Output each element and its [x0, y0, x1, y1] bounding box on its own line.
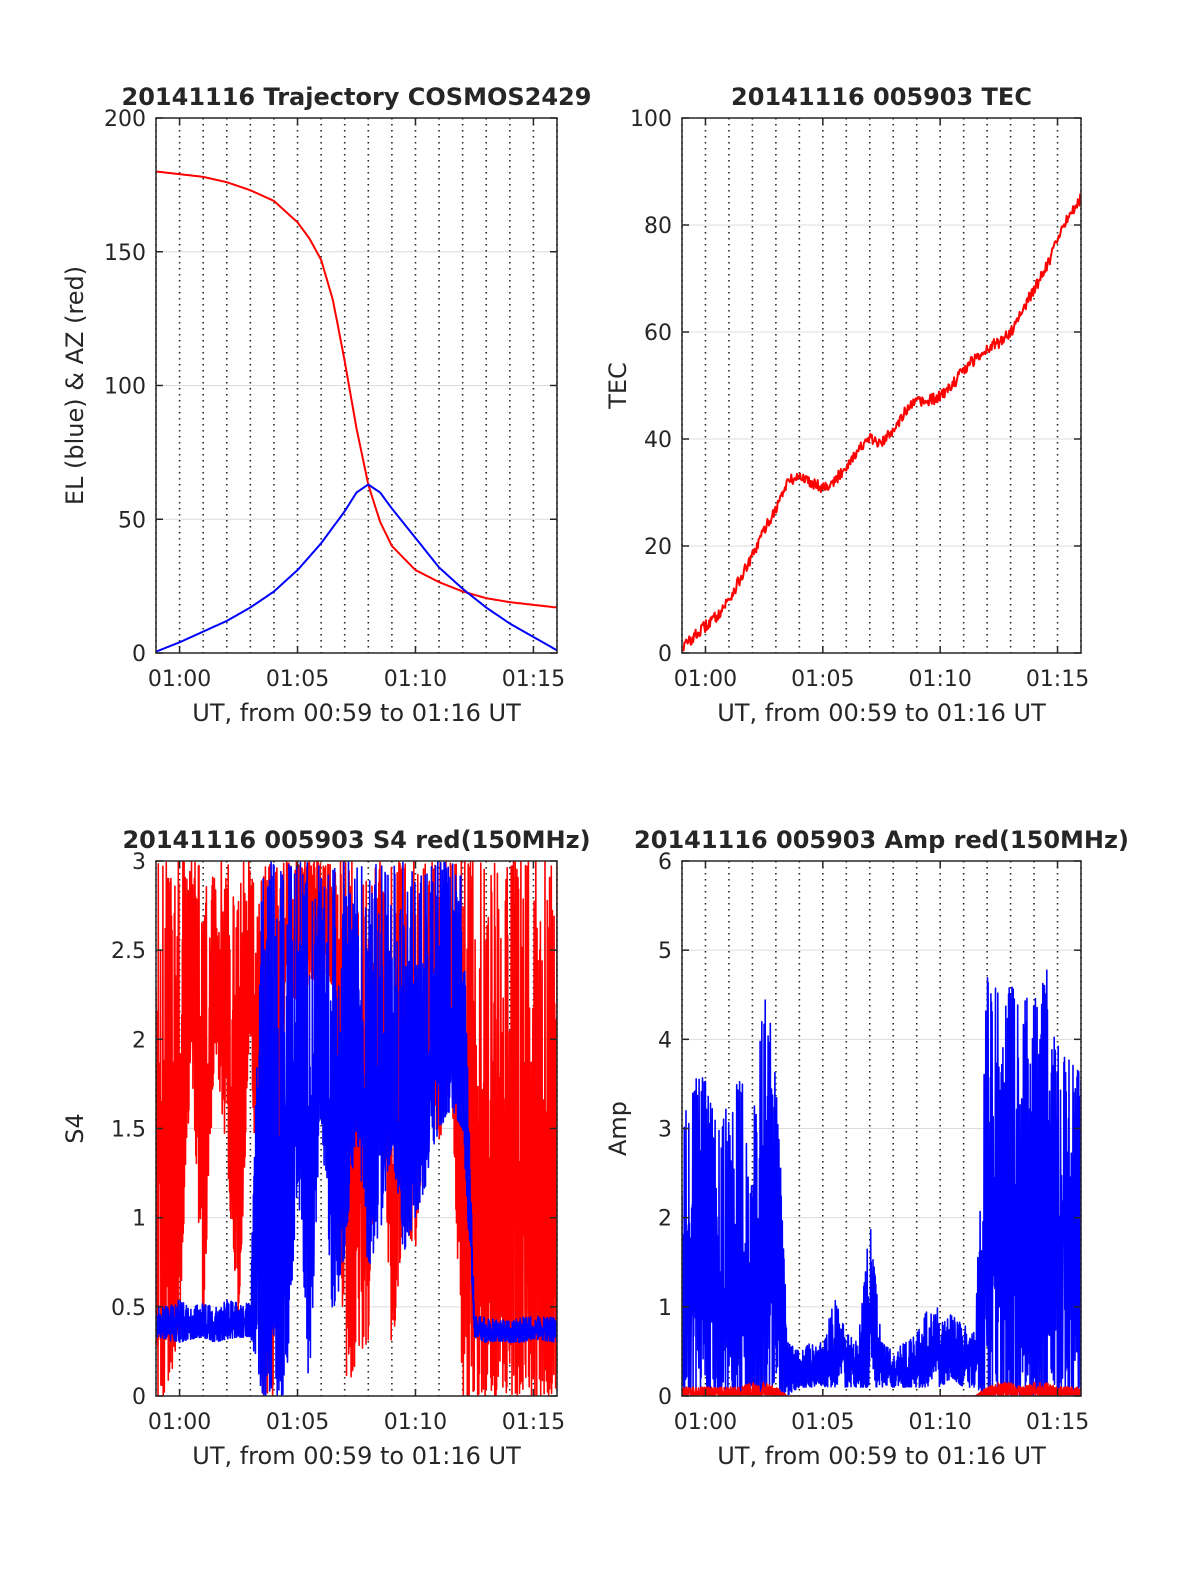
y-axis-label: Amp	[604, 1101, 632, 1156]
series-line	[156, 861, 557, 1396]
axes-frame	[681, 117, 1082, 654]
x-tick-label: 01:15	[1026, 667, 1089, 692]
y-tick-label: 0.5	[111, 1296, 146, 1321]
x-tick-label: 01:00	[148, 1410, 211, 1435]
y-tick-label: 100	[104, 375, 146, 400]
chart-3: 0 0.5 1 1.5 2 2.5 3 01:00 01:05 01:10 01:15 2014111…	[61, 826, 591, 1470]
x-tick-label: 01:15	[502, 1410, 565, 1435]
y-tick-label: 0	[132, 642, 146, 667]
chart-2: 0 20 40 60 80 100 01:00 01:05 01:10 01:15 20141116…	[604, 83, 1089, 727]
series-line	[156, 170, 557, 609]
y-axis-label: TEC	[604, 362, 632, 410]
x-tick-label: 01:00	[148, 667, 211, 692]
x-tick-label: 01:10	[908, 667, 971, 692]
x-tick-label: 01:00	[674, 1410, 737, 1435]
series-group	[682, 969, 1081, 1396]
x-tick-label: 01:05	[266, 1410, 329, 1435]
x-axis-label: UT, from 00:59 to 01:16 UT	[717, 699, 1046, 727]
y-tick-label: 40	[644, 428, 672, 453]
y-tick-label: 0	[658, 642, 672, 667]
y-axis-label: S4	[61, 1113, 89, 1144]
x-tick-label: 01:05	[266, 667, 329, 692]
y-tick-label: 2	[658, 1207, 672, 1232]
x-axis-label: UT, from 00:59 to 01:16 UT	[192, 1442, 521, 1470]
x-tick-label: 01:15	[502, 667, 565, 692]
series-group	[156, 861, 557, 1396]
y-tick-label: 20	[644, 535, 672, 560]
y-tick-label: 2.5	[111, 939, 146, 964]
x-axis-label: UT, from 00:59 to 01:16 UT	[717, 1442, 1046, 1470]
y-tick-label: 100	[630, 107, 672, 132]
series-line	[156, 483, 557, 653]
y-tick-label: 3	[132, 850, 146, 875]
y-tick-label: 200	[104, 107, 146, 132]
chart-title: 20141116 005903 S4 red(150MHz)	[122, 826, 590, 854]
x-tick-label: 01:00	[674, 667, 737, 692]
y-tick-label: 50	[118, 508, 146, 533]
y-tick-label: 5	[658, 939, 672, 964]
y-tick-label: 1	[132, 1207, 146, 1232]
y-tick-label: 1	[658, 1296, 672, 1321]
x-tick-label: 01:05	[791, 1410, 854, 1435]
chart-title: 20141116 005903 TEC	[731, 83, 1032, 111]
x-axis-label: UT, from 00:59 to 01:16 UT	[192, 699, 521, 727]
y-tick-label: 0	[132, 1385, 146, 1410]
chart-title: 20141116 005903 Amp red(150MHz)	[634, 826, 1129, 854]
y-tick-label: 2	[132, 1028, 146, 1053]
series-group	[682, 193, 1081, 652]
y-tick-label: 80	[644, 214, 672, 239]
y-tick-label: 150	[104, 241, 146, 266]
chart-1: 0 50 100 150 200 01:00 01:05 01:10 01:15 20141116…	[61, 83, 591, 727]
y-tick-label: 3	[658, 1118, 672, 1143]
chart-title: 20141116 Trajectory COSMOS2429	[122, 83, 592, 111]
y-tick-label: 4	[658, 1028, 672, 1053]
x-tick-label: 01:15	[1026, 1410, 1089, 1435]
x-tick-label: 01:10	[908, 1410, 971, 1435]
x-tick-label: 01:10	[384, 667, 447, 692]
series-line	[682, 1381, 1081, 1396]
y-tick-label: 6	[658, 850, 672, 875]
series-group	[156, 170, 557, 653]
y-tick-label: 1.5	[111, 1118, 146, 1143]
x-tick-label: 01:05	[791, 667, 854, 692]
chart-4: 0 1 2 3 4 5 6 01:00 01:05 01:10 01:15 20141116 0059…	[604, 826, 1129, 1470]
y-tick-label: 0	[658, 1385, 672, 1410]
y-axis-label: EL (blue) & AZ (red)	[61, 266, 89, 505]
x-tick-label: 01:10	[384, 1410, 447, 1435]
series-line	[682, 193, 1081, 652]
y-tick-label: 60	[644, 321, 672, 346]
